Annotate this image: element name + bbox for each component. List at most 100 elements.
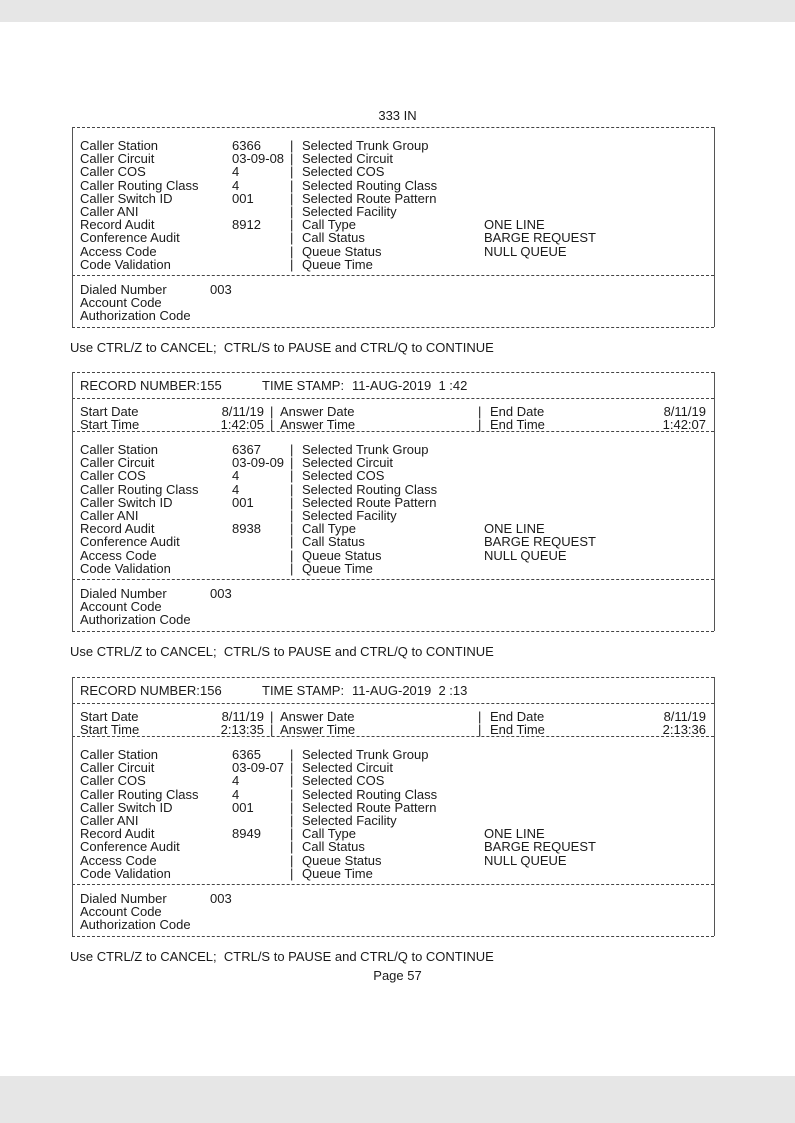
record-number: 156 (200, 683, 222, 698)
column-separator: | (270, 722, 274, 738)
caller-field-label: Caller Circuit (80, 151, 155, 167)
column-separator: | (290, 786, 294, 802)
selected-field-label: Selected Trunk Group (302, 442, 429, 457)
column-separator: | (290, 826, 294, 842)
column-separator: | (270, 404, 274, 419)
caller-field-label: Record Audit (80, 521, 155, 537)
start-time: 1:42:05 (220, 417, 264, 433)
selected-field-label: Selected Circuit (302, 151, 394, 167)
box-right-border (714, 372, 715, 631)
dialed-field-label: Account Code (80, 599, 162, 615)
column-separator: | (290, 151, 294, 167)
keyboard-help-message: Use CTRL/Z to CANCEL; CTRL/S to PAUSE an… (70, 948, 494, 964)
caller-field-label: Code Validation (80, 256, 171, 272)
column-separator: | (290, 852, 294, 868)
column-separator: | (290, 760, 294, 776)
caller-field-label: Caller Routing Class (80, 786, 199, 802)
selected-field-value: BARGE REQUEST (484, 534, 596, 550)
column-separator: | (290, 865, 294, 881)
selected-field-label: Selected COS (302, 773, 385, 789)
selected-field-label: Queue Time (302, 560, 373, 576)
caller-field-label: Caller Circuit (80, 455, 155, 471)
selected-field-label: Selected Facility (302, 204, 397, 219)
column-separator: | (290, 747, 294, 762)
column-separator: | (290, 217, 294, 233)
selected-field-label: Selected Facility (302, 508, 397, 523)
column-separator: | (290, 799, 294, 815)
caller-field-label: Caller Switch ID (80, 494, 173, 510)
selected-field-label: Queue Status (302, 852, 382, 868)
dialed-field-value: 003 (210, 586, 232, 601)
end-time-label: End Time (490, 417, 545, 433)
column-separator: | (270, 709, 274, 724)
answer-date-label: Answer Date (280, 404, 355, 419)
keyboard-help-message: Use CTRL/Z to CANCEL; CTRL/S to PAUSE an… (70, 643, 494, 659)
selected-field-label: Call Status (302, 534, 365, 550)
scan-bottom-margin (0, 1076, 795, 1123)
divider (72, 398, 714, 399)
box-left-border (72, 372, 73, 631)
caller-field-label: Caller Station (80, 138, 159, 153)
caller-field-label: Access Code (80, 243, 157, 259)
column-separator: | (290, 468, 294, 484)
column-separator: | (290, 204, 294, 219)
caller-field-label: Record Audit (80, 217, 155, 233)
scan-top-margin (0, 0, 795, 22)
selected-field-label: Call Status (302, 230, 365, 246)
divider (72, 703, 714, 704)
timestamp-label: TIME STAMP: (262, 683, 345, 698)
column-separator: | (290, 560, 294, 576)
selected-field-label: Selected COS (302, 468, 385, 484)
caller-field-label: Conference Audit (80, 230, 180, 246)
caller-field-label: Caller COS (80, 773, 146, 789)
selected-field-label: Call Type (302, 217, 356, 233)
column-separator: | (290, 813, 294, 828)
answer-time-label: Answer Time (280, 417, 356, 433)
column-separator: | (290, 839, 294, 855)
caller-field-label: Caller Station (80, 747, 159, 762)
end-date-label: End Date (490, 709, 545, 724)
selected-field-label: Queue Status (302, 243, 382, 259)
selected-field-value: ONE LINE (484, 826, 545, 842)
divider (72, 579, 714, 580)
timestamp: 11-AUG-2019 1 :42 (352, 378, 468, 393)
timestamp: 11-AUG-2019 2 :13 (352, 683, 468, 698)
caller-field-value: 4 (232, 468, 240, 484)
caller-field-label: Caller COS (80, 164, 146, 180)
caller-field-label: Code Validation (80, 865, 171, 881)
box-left-border (72, 127, 73, 327)
caller-field-label: Caller ANI (80, 813, 139, 828)
selected-field-value: BARGE REQUEST (484, 230, 596, 246)
start-date-label: Start Date (80, 404, 139, 419)
dialed-field-label: Dialed Number (80, 891, 167, 906)
column-separator: | (290, 138, 294, 153)
selected-field-value: ONE LINE (484, 521, 545, 537)
start-date-label: Start Date (80, 709, 139, 724)
column-separator: | (290, 256, 294, 272)
column-separator: | (290, 177, 294, 193)
caller-field-label: Caller ANI (80, 204, 139, 219)
column-separator: | (290, 773, 294, 789)
caller-field-value: 6367 (232, 442, 261, 457)
selected-field-value: NULL QUEUE (484, 547, 567, 563)
selected-field-value: NULL QUEUE (484, 243, 567, 259)
start-date: 8/11/19 (221, 404, 264, 419)
selected-field-label: Selected Circuit (302, 760, 394, 776)
caller-field-label: Caller ANI (80, 508, 139, 523)
caller-field-value: 8912 (232, 217, 261, 233)
column-separator: | (290, 164, 294, 180)
divider (72, 884, 714, 885)
divider (72, 630, 714, 632)
end-date: 8/11/19 (663, 709, 706, 724)
column-separator: | (290, 521, 294, 537)
column-separator: | (290, 508, 294, 523)
caller-field-value: 4 (232, 786, 240, 802)
dialed-field-value: 003 (210, 891, 232, 906)
caller-field-value: 001 (232, 190, 254, 206)
divider (72, 372, 714, 373)
caller-field-label: Conference Audit (80, 839, 180, 855)
column-separator: | (290, 243, 294, 259)
dialed-field-label: Account Code (80, 904, 162, 920)
start-time: 2:13:35 (220, 722, 264, 738)
caller-field-value: 001 (232, 494, 254, 510)
